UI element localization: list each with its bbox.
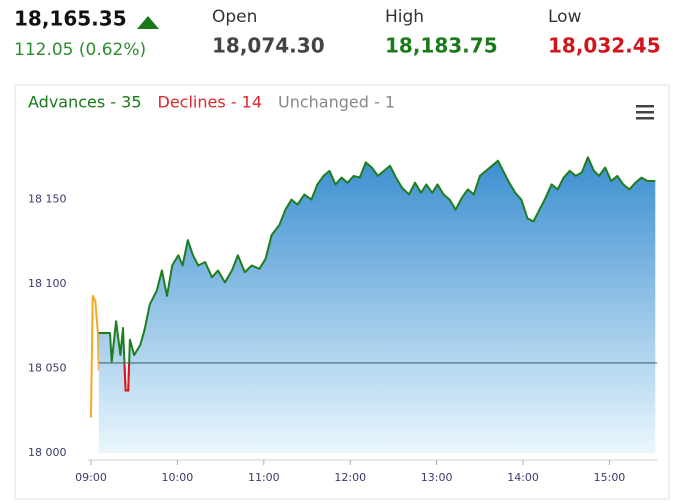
- stat-value: 18,032.45: [548, 34, 661, 58]
- chart-frame: [14, 84, 670, 500]
- x-tick-label: 10:00: [162, 471, 194, 484]
- x-tick-label: 13:00: [421, 471, 453, 484]
- change: 112.05 (0.62%): [14, 40, 146, 60]
- last-price: 18,165.35: [14, 7, 127, 31]
- stat-value: 18,183.75: [385, 34, 498, 58]
- menu-icon[interactable]: [636, 105, 654, 120]
- stat-value: 18,074.30: [212, 34, 325, 58]
- stat-label: High: [385, 7, 424, 27]
- y-tick-label: 18 100: [28, 277, 67, 290]
- x-tick-label: 12:00: [334, 471, 366, 484]
- y-tick-label: 18 150: [28, 193, 67, 206]
- y-tick-label: 18 000: [28, 446, 67, 459]
- x-tick-label: 09:00: [75, 471, 107, 484]
- breadth-label: Advances - 35: [28, 93, 142, 112]
- line: [98, 156, 656, 392]
- line: [90, 294, 100, 418]
- area: [98, 157, 656, 454]
- x-tick-label: 14:00: [507, 471, 539, 484]
- stat-label: Open: [212, 7, 257, 27]
- x-tick-label: 11:00: [248, 471, 280, 484]
- breadth-label: Declines - 14: [158, 93, 262, 112]
- up-arrow: [137, 16, 159, 29]
- breadth-label: Unchanged - 1: [278, 93, 395, 112]
- x-tick-label: 15:00: [594, 471, 626, 484]
- stat-label: Low: [548, 7, 582, 27]
- y-tick-label: 18 050: [28, 362, 67, 375]
